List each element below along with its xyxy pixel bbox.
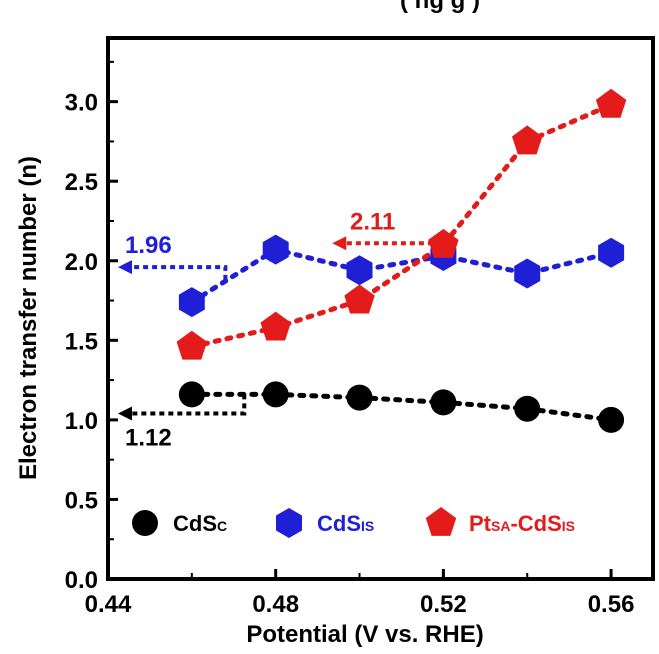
- data-point: [428, 228, 459, 258]
- data-point: [598, 237, 625, 268]
- annotation-1-96: 1.96: [125, 232, 172, 259]
- data-point: [514, 258, 541, 289]
- data-point: [514, 395, 541, 422]
- series-line: [189, 102, 614, 350]
- legend-label: CdSC: [173, 511, 227, 536]
- y-tick-label: 1.0: [65, 408, 98, 435]
- y-tick-label: 0.5: [65, 487, 98, 514]
- legend-label: PtSA-CdSIS: [469, 511, 575, 536]
- x-tick-label: 0.48: [252, 591, 299, 618]
- y-tick-label: 1.5: [65, 328, 98, 355]
- data-point: [346, 384, 373, 411]
- x-axis-title: Potential (V vs. RHE): [246, 621, 483, 648]
- arrow-line-1-96: [130, 265, 228, 280]
- data-point: [344, 284, 375, 314]
- legend-label: CdSIS: [317, 511, 374, 536]
- data-point: [178, 287, 205, 318]
- legend: CdSC CdSIS PtSA-CdSIS: [132, 507, 575, 538]
- x-tick-label: 0.56: [588, 591, 635, 618]
- data-point: [595, 88, 627, 118]
- data-point: [346, 255, 373, 286]
- x-tick-label: 0.44: [85, 591, 132, 618]
- series-line: [189, 246, 614, 305]
- data-point: [598, 406, 625, 433]
- data-point: [430, 389, 457, 416]
- chart-title-partial: ( ng g ): [400, 0, 480, 14]
- arrow-head: [118, 406, 132, 421]
- arrow-line-1-12: [130, 394, 247, 416]
- y-tick-label: 2.0: [65, 249, 98, 276]
- legend-marker: [276, 508, 302, 538]
- y-tick-label: 0.0: [65, 567, 98, 594]
- axes-frame: [106, 36, 655, 581]
- data-point: [512, 125, 543, 155]
- legend-marker: [425, 507, 457, 536]
- arrow-head: [118, 260, 132, 275]
- data-point: [176, 330, 208, 360]
- data-point: [262, 234, 289, 265]
- series-line: [189, 391, 614, 423]
- annotation-1-12: 1.12: [125, 425, 172, 452]
- arrow-head: [332, 236, 347, 251]
- data-point: [178, 381, 205, 408]
- annotation-2-11: 2.11: [350, 208, 395, 235]
- plot-area: 0.0 0.5 1.0 1.5 2.0 2.5 3.0 0.44 0.48 0.52 0.56 1.9…: [65, 36, 655, 618]
- data-point: [260, 311, 291, 341]
- x-tick-label: 0.52: [420, 591, 467, 618]
- data-point: [262, 381, 289, 408]
- y-tick-label: 2.5: [65, 169, 98, 196]
- y-tick-label: 3.0: [65, 90, 98, 117]
- y-axis-title: Electron transfer number (n): [15, 156, 42, 480]
- legend-marker: [132, 510, 158, 536]
